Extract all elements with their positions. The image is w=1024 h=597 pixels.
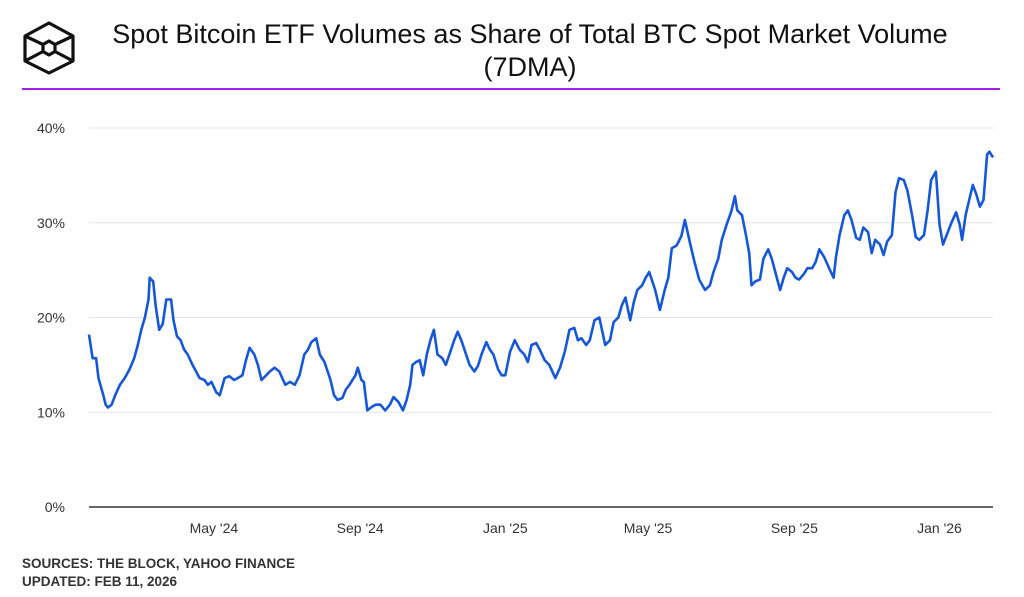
x-tick-label: Sep '24 xyxy=(337,520,384,536)
x-tick-label: Jan '26 xyxy=(917,520,962,536)
updated-note: UPDATED: FEB 11, 2026 xyxy=(22,574,178,589)
x-tick-label: May '24 xyxy=(190,520,239,536)
series-line-etf-share xyxy=(87,150,995,412)
sources-note: SOURCES: THE BLOCK, YAHOO FINANCE xyxy=(22,556,296,571)
chart-title: Spot Bitcoin ETF Volumes as Share of Tot… xyxy=(112,19,948,82)
y-tick-label: 40% xyxy=(37,120,65,136)
x-tick-label: Jan '25 xyxy=(483,520,528,536)
chart-footer: SOURCES: THE BLOCK, YAHOO FINANCE UPDATE… xyxy=(22,555,295,591)
x-tick-label: Sep '25 xyxy=(771,520,818,536)
the-block-logo xyxy=(23,21,75,75)
y-tick-label: 10% xyxy=(37,404,65,420)
title-divider xyxy=(22,88,1000,90)
y-tick-label: 30% xyxy=(37,215,65,231)
x-tick-label: May '25 xyxy=(624,520,673,536)
y-tick-label: 0% xyxy=(45,499,65,515)
y-tick-label: 20% xyxy=(37,310,65,326)
